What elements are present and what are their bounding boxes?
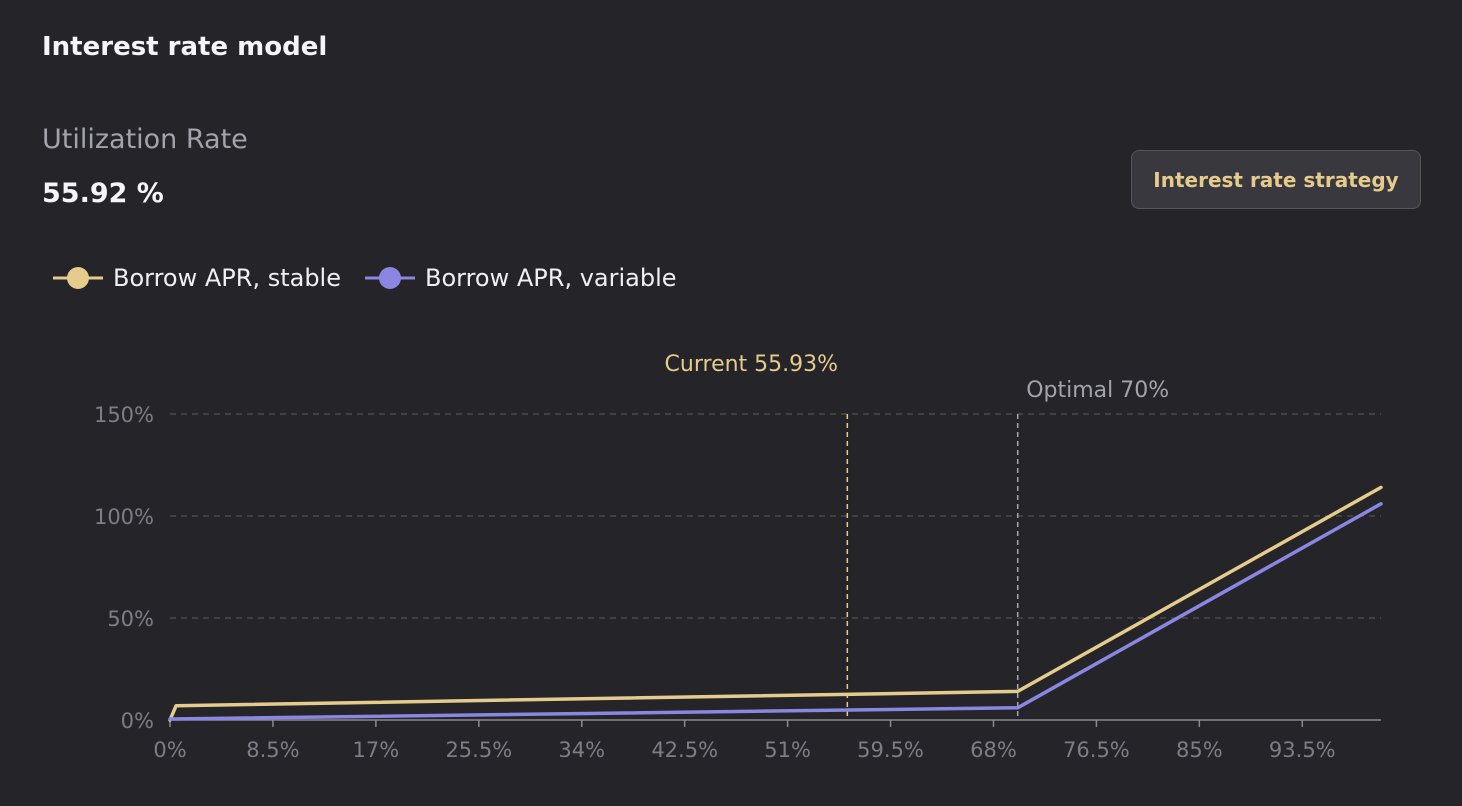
x-tick-label: 17% (353, 738, 400, 762)
legend-swatch-variable-icon (365, 267, 415, 289)
utilization-rate-label: Utilization Rate (42, 124, 248, 155)
legend-label-variable: Borrow APR, variable (425, 264, 677, 292)
series-line-stable (168, 485, 1383, 722)
optimal-utilization-label: Optimal 70% (1026, 378, 1169, 403)
x-tick-label: 25.5% (445, 738, 512, 762)
x-tick-label: 85% (1176, 738, 1223, 762)
x-tick-label: 34% (558, 738, 605, 762)
x-tick-label: 0% (153, 738, 186, 762)
series-line-variable (168, 502, 1383, 721)
x-tick-label: 8.5% (246, 738, 299, 762)
utilization-rate-value: 55.92 % (42, 178, 164, 209)
y-tick-label: 50% (107, 607, 154, 631)
interest-rate-strategy-button[interactable]: Interest rate strategy (1131, 150, 1421, 209)
x-tick-label: 93.5% (1269, 738, 1336, 762)
chart-legend: Borrow APR, stable Borrow APR, variable (53, 258, 701, 298)
x-tick-label: 51% (764, 738, 811, 762)
legend-item-stable[interactable]: Borrow APR, stable (53, 264, 341, 292)
y-tick-label: 0% (121, 709, 154, 733)
panel-title: Interest rate model (42, 32, 328, 62)
legend-label-stable: Borrow APR, stable (113, 264, 341, 292)
legend-swatch-stable-icon (53, 267, 103, 289)
x-tick-label: 68% (970, 738, 1017, 762)
current-utilization-label: Current 55.93% (665, 352, 839, 377)
y-tick-label: 100% (94, 505, 154, 529)
legend-item-variable[interactable]: Borrow APR, variable (365, 264, 677, 292)
y-tick-label: 150% (94, 403, 154, 427)
x-tick-label: 59.5% (857, 738, 924, 762)
x-tick-label: 76.5% (1063, 738, 1130, 762)
x-tick-label: 42.5% (651, 738, 718, 762)
